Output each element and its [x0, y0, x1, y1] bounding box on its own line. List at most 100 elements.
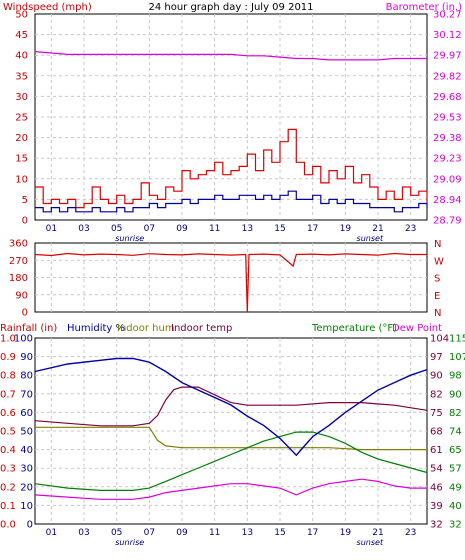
- humidity-line: [34, 357, 428, 457]
- outdoor-temp-tick-label: 98: [449, 371, 462, 382]
- x-tick-label: 09: [176, 224, 188, 234]
- x-tick-label: 21: [372, 528, 383, 538]
- x-tick-label: 05: [111, 528, 122, 538]
- x-tick-label: 11: [209, 224, 220, 234]
- legend-label-3: Indoor temp: [171, 323, 232, 334]
- x-tick-label: 11: [209, 528, 220, 538]
- humidity-tick-label: 100: [14, 334, 33, 345]
- outdoor-temp-tick-label: 49: [449, 482, 462, 493]
- wind-barometer-panel: Windspeed (mph) 24 hour graph day : July …: [3, 2, 462, 243]
- x-tick-label: 19: [340, 528, 352, 538]
- humidity-tick-label: 0: [27, 520, 33, 531]
- indoor-temp-tick-label: 46: [430, 482, 443, 493]
- sunset-label: sunset: [357, 234, 384, 243]
- legend-label-2: Indoor hum: [117, 323, 175, 334]
- wind-speed-tick-label: 5: [22, 195, 28, 206]
- outdoor-temp-tick-label: 90: [449, 389, 462, 400]
- x-tick-label: 15: [274, 528, 285, 538]
- outdoor-temp-tick-label: 107: [449, 352, 465, 363]
- indoor-temp-tick-label: 104: [430, 334, 449, 345]
- chart-title: 24 hour graph day : July 09 2011: [148, 2, 313, 13]
- legend-label-1: Humidity %: [67, 323, 125, 334]
- indoor-temp-tick-label: 97: [430, 352, 443, 363]
- x-tick-label: 21: [372, 224, 383, 234]
- rainfall-tick-label: 1.0: [0, 334, 16, 345]
- sunset-label: sunset: [357, 538, 384, 547]
- indoor-temp-tick-label: 82: [430, 389, 443, 400]
- barometer-tick-label: 29.38: [433, 133, 462, 144]
- outdoor-temp-tick-label: 65: [449, 445, 462, 456]
- wind-speed-tick-label: 15: [15, 154, 28, 165]
- barometer-line: [34, 51, 427, 61]
- x-tick-label: 13: [242, 528, 253, 538]
- humidity-temperature-plot-area: [34, 337, 428, 525]
- x-tick-label: 01: [46, 528, 57, 538]
- outdoor-temp-tick-label: 82: [449, 408, 462, 419]
- compass-label: N: [434, 308, 441, 319]
- humidity-tick-label: 60: [20, 408, 33, 419]
- barometer-axis-title: Barometer (in.): [386, 2, 462, 13]
- wind-speed-axis-title: Windspeed (mph): [3, 2, 92, 13]
- legend-label-0: Rainfall (in): [0, 323, 57, 334]
- x-tick-label: 17: [307, 224, 318, 234]
- wind-direction-tick-label: 0: [22, 308, 28, 319]
- indoor-temp-tick-label: 32: [430, 520, 443, 531]
- barometer-tick-label: 28.94: [433, 195, 462, 206]
- compass-label: S: [434, 274, 440, 285]
- wind-speed-tick-label: 10: [15, 174, 28, 185]
- wind-direction-tick-label: 90: [15, 290, 28, 301]
- barometer-tick-label: 30.27: [433, 10, 462, 21]
- x-tick-label: 09: [176, 528, 188, 538]
- rainfall-tick-label: 0.3: [0, 464, 16, 475]
- wind-direction-plot-area: [34, 242, 428, 313]
- rainfall-tick-label: 0.9: [0, 352, 16, 363]
- humidity-tick-label: 70: [20, 389, 33, 400]
- wind-speed-tick-label: 45: [15, 30, 28, 41]
- compass-label: W: [434, 256, 444, 267]
- humidity-tick-label: 80: [20, 371, 33, 382]
- wind-speed-tick-label: 20: [15, 133, 28, 144]
- outdoor-temp-tick-label: 40: [449, 501, 462, 512]
- x-tick-label: 07: [144, 528, 155, 538]
- barometer-tick-label: 29.82: [433, 71, 462, 82]
- dew-point-line: [34, 478, 427, 500]
- wind-speed-tick-label: 50: [15, 10, 28, 21]
- compass-label: N: [434, 239, 441, 250]
- wind-average-line: [35, 190, 428, 213]
- x-tick-label: 23: [405, 224, 416, 234]
- rainfall-tick-label: 0.4: [0, 445, 16, 456]
- x-tick-label: 13: [242, 224, 253, 234]
- outdoor-temp-tick-label: 32: [449, 520, 462, 531]
- wind-speed-tick-label: 40: [15, 51, 28, 62]
- indoor-temperature-line: [34, 386, 428, 427]
- temperature-line: [34, 431, 428, 491]
- x-tick-label: 07: [144, 224, 155, 234]
- x-tick-label: 03: [78, 224, 89, 234]
- barometer-tick-label: 29.97: [433, 51, 462, 62]
- x-tick-label: 03: [78, 528, 89, 538]
- humidity-tick-label: 50: [20, 427, 33, 438]
- humidity-tick-label: 20: [20, 482, 33, 493]
- wind-speed-tick-label: 35: [15, 71, 28, 82]
- humidity-tick-label: 10: [20, 501, 33, 512]
- x-tick-label: 23: [405, 528, 416, 538]
- rainfall-tick-label: 0.1: [0, 501, 16, 512]
- indoor-temp-tick-label: 39: [430, 501, 443, 512]
- x-tick-label: 05: [111, 224, 122, 234]
- rainfall-tick-label: 0.6: [0, 408, 16, 419]
- wind-speed-tick-label: 30: [15, 92, 28, 103]
- barometer-tick-label: 29.23: [433, 154, 462, 165]
- indoor-temp-tick-label: 68: [430, 427, 443, 438]
- compass-label: E: [434, 291, 440, 302]
- humidity-tick-label: 30: [20, 464, 33, 475]
- outdoor-temp-tick-label: 115: [449, 334, 465, 345]
- rainfall-tick-label: 0.7: [0, 389, 16, 400]
- wind-speed-tick-label: 25: [15, 113, 28, 124]
- sunrise-label: sunrise: [115, 234, 144, 243]
- barometer-tick-label: 29.09: [433, 174, 462, 185]
- x-tick-label: 15: [274, 224, 285, 234]
- wind-gust-line: [35, 128, 428, 209]
- indoor-humidity-line: [35, 426, 427, 451]
